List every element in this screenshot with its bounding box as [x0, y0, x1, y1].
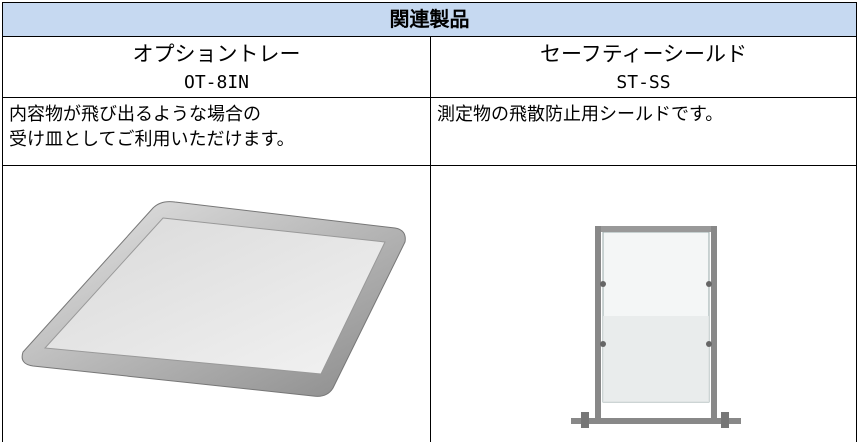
table-title: 関連製品 — [2, 2, 857, 36]
description-cell: 内容物が飛び出るような場合の 受け皿としてご利用いただけます。 — [2, 97, 430, 165]
product-name: セーフティーシールド — [539, 42, 748, 66]
product-model: OT-8IN — [183, 72, 250, 93]
product-cell: オプショントレー OT-8IN — [2, 36, 430, 97]
description-cell: 測定物の飛散防止用シールドです。 — [430, 97, 857, 165]
shield-image — [571, 226, 741, 428]
product-name: オプショントレー — [132, 42, 301, 66]
description-line: 測定物の飛散防止用シールドです。 — [437, 104, 724, 125]
image-cell — [430, 165, 857, 442]
product-cell: セーフティーシールド ST-SS — [430, 36, 857, 97]
product-model: ST-SS — [616, 72, 671, 93]
tray-image — [21, 201, 406, 397]
image-cell — [2, 165, 430, 442]
description-line: 受け皿としてご利用いただけます。 — [9, 129, 295, 150]
description-line: 内容物が飛び出るような場合の — [9, 104, 261, 125]
